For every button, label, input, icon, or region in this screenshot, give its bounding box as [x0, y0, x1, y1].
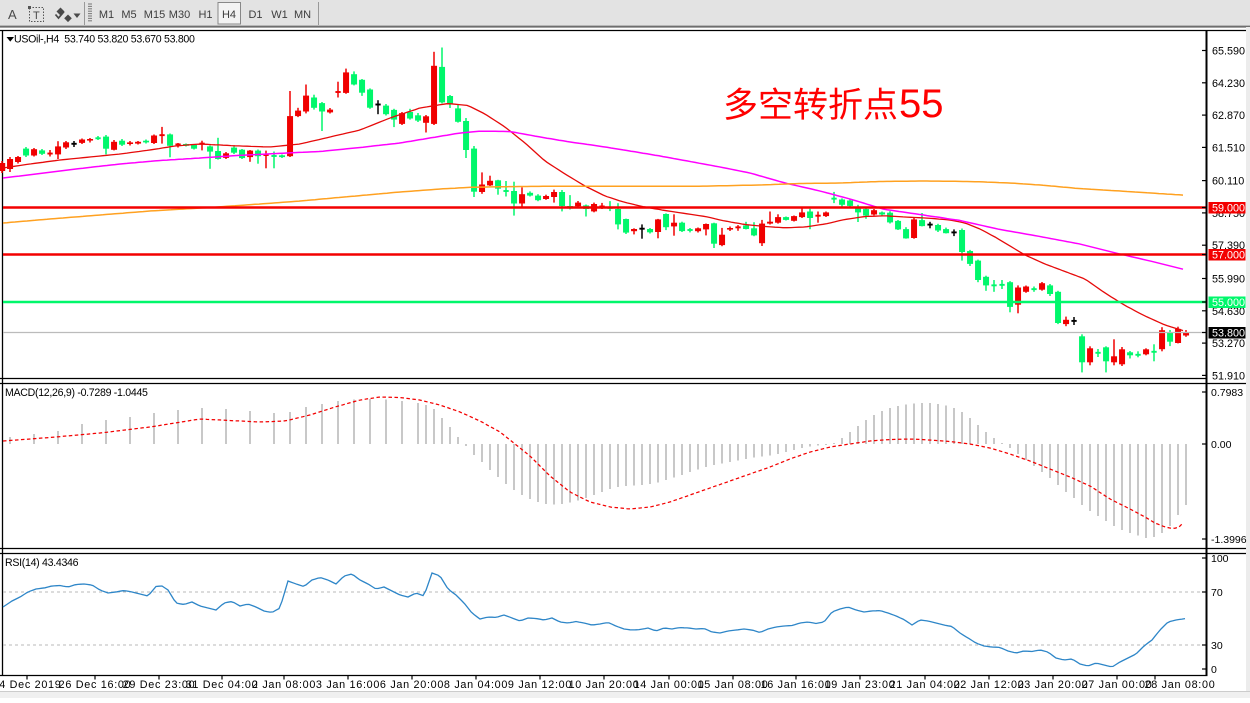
svg-text:T: T [33, 10, 40, 22]
svg-text:53.270: 53.270 [1212, 338, 1245, 350]
svg-text:RSI(14) 43.4346: RSI(14) 43.4346 [5, 557, 79, 569]
svg-text:55: 55 [899, 82, 944, 126]
svg-text:55.990: 55.990 [1212, 274, 1245, 286]
svg-text:57.000: 57.000 [1212, 250, 1245, 262]
svg-text:M1: M1 [99, 9, 114, 21]
svg-text:3 Jan 16:00: 3 Jan 16:00 [316, 679, 380, 691]
svg-text:15 Jan 08:00: 15 Jan 08:00 [698, 679, 769, 691]
svg-text:59.000: 59.000 [1212, 203, 1245, 215]
svg-text:70: 70 [1211, 587, 1223, 599]
svg-text:22 Jan 12:00: 22 Jan 12:00 [954, 679, 1025, 691]
svg-text:23 Jan 20:00: 23 Jan 20:00 [1018, 679, 1089, 691]
svg-text:8 Jan 04:00: 8 Jan 04:00 [444, 679, 508, 691]
svg-text:H1: H1 [198, 9, 212, 21]
svg-text:14 Jan 00:00: 14 Jan 00:00 [634, 679, 705, 691]
svg-text:65.590: 65.590 [1212, 46, 1245, 58]
svg-text:54.630: 54.630 [1212, 306, 1245, 318]
svg-text:-1.3996: -1.3996 [1211, 534, 1247, 546]
svg-text:27 Jan 00:00: 27 Jan 00:00 [1082, 679, 1153, 691]
svg-text:53.800: 53.800 [1212, 328, 1245, 340]
svg-text:19 Jan 23:00: 19 Jan 23:00 [825, 679, 896, 691]
svg-text:24 Dec 2019: 24 Dec 2019 [0, 679, 61, 691]
svg-text:62.870: 62.870 [1212, 110, 1245, 122]
svg-text:M15: M15 [144, 9, 165, 21]
svg-text:29 Dec 23:00: 29 Dec 23:00 [123, 679, 196, 691]
svg-text:H4: H4 [222, 9, 236, 21]
svg-text:28 Jan 08:00: 28 Jan 08:00 [1145, 679, 1216, 691]
svg-text:2 Jan 08:00: 2 Jan 08:00 [252, 679, 316, 691]
svg-text:51.910: 51.910 [1212, 370, 1245, 382]
svg-text:16 Jan 16:00: 16 Jan 16:00 [761, 679, 832, 691]
svg-text:10 Jan 20:00: 10 Jan 20:00 [569, 679, 640, 691]
svg-text:60.110: 60.110 [1212, 176, 1244, 188]
svg-text:0.00: 0.00 [1211, 439, 1232, 451]
svg-text:55.000: 55.000 [1212, 297, 1245, 309]
svg-text:MACD(12,26,9) -0.7289 -1.0445: MACD(12,26,9) -0.7289 -1.0445 [5, 387, 148, 399]
svg-text:A: A [8, 7, 17, 22]
svg-text:6 Jan 20:00: 6 Jan 20:00 [380, 679, 444, 691]
svg-text:D1: D1 [248, 9, 262, 21]
svg-text:MN: MN [294, 9, 311, 21]
svg-text:W1: W1 [271, 9, 288, 21]
svg-text:0.7983: 0.7983 [1211, 387, 1243, 399]
svg-text:61.510: 61.510 [1212, 142, 1245, 154]
svg-text:31 Dec 04:00: 31 Dec 04:00 [186, 679, 259, 691]
svg-text:26 Dec 16:00: 26 Dec 16:00 [59, 679, 132, 691]
svg-text:0: 0 [1211, 664, 1217, 676]
svg-text:9 Jan 12:00: 9 Jan 12:00 [508, 679, 572, 691]
svg-text:64.230: 64.230 [1212, 78, 1245, 90]
svg-text:30: 30 [1211, 640, 1223, 652]
svg-text:M5: M5 [121, 9, 136, 21]
svg-text:USOil-,H4 53.740 53.820 53.67: USOil-,H4 53.740 53.820 53.670 53.800 [14, 34, 195, 46]
svg-text:100: 100 [1211, 553, 1229, 565]
svg-text:M30: M30 [169, 9, 190, 21]
svg-text:21 Jan 04:00: 21 Jan 04:00 [890, 679, 961, 691]
